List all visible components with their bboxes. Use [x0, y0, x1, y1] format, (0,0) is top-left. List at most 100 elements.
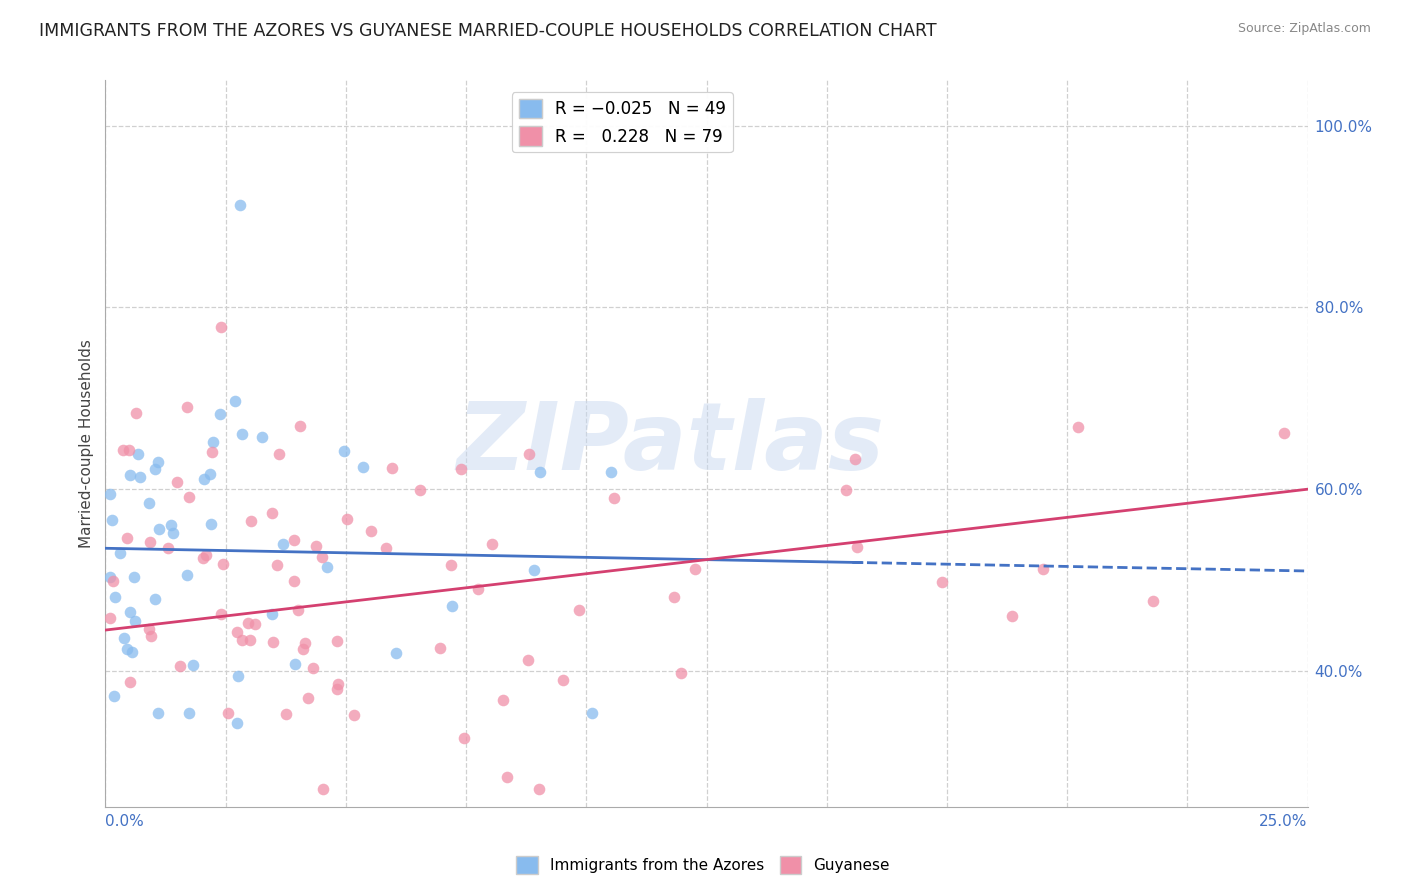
Point [603, 491, 626, 505]
Point [599, 466, 621, 480]
Point [179, 706, 201, 720]
Point [271, 537, 294, 551]
Point [141, 628, 163, 642]
Point [138, 622, 160, 636]
Point [496, 770, 519, 784]
Point [127, 447, 149, 461]
Point [226, 715, 249, 730]
Point [336, 512, 359, 526]
Point [845, 541, 868, 555]
Point [100, 570, 122, 584]
Y-axis label: Married-couple Households: Married-couple Households [79, 339, 94, 549]
Point [440, 599, 463, 614]
Point [231, 632, 253, 647]
Point [226, 668, 249, 682]
Point [146, 706, 169, 721]
Point [208, 407, 231, 421]
Point [381, 460, 404, 475]
Point [156, 541, 179, 555]
Point [269, 447, 291, 461]
Legend: R = −0.025   N = 49, R =   0.228   N = 79: R = −0.025 N = 49, R = 0.228 N = 79 [512, 92, 733, 153]
Point [287, 603, 309, 617]
Point [294, 636, 316, 650]
Point [236, 615, 259, 630]
Point [326, 633, 349, 648]
Point [429, 640, 451, 655]
Point [384, 646, 406, 660]
Point [517, 447, 540, 461]
Point [124, 614, 146, 628]
Point [266, 558, 288, 572]
Point [844, 451, 866, 466]
Point [181, 658, 204, 673]
Point [467, 582, 489, 597]
Point [195, 548, 218, 562]
Point [201, 445, 224, 459]
Point [115, 642, 138, 657]
Point [103, 689, 125, 703]
Point [260, 607, 283, 621]
Point [1067, 419, 1090, 434]
Point [118, 442, 141, 457]
Point [111, 443, 134, 458]
Point [312, 782, 335, 797]
Point [118, 467, 141, 482]
Point [375, 541, 398, 555]
Point [146, 454, 169, 468]
Point [209, 607, 232, 621]
Point [260, 506, 283, 520]
Point [160, 518, 183, 533]
Legend: Immigrants from the Azores, Guyanese: Immigrants from the Azores, Guyanese [510, 850, 896, 880]
Point [143, 591, 166, 606]
Point [112, 631, 135, 645]
Point [139, 535, 162, 549]
Point [98, 611, 121, 625]
Point [326, 681, 349, 696]
Point [229, 198, 252, 212]
Point [212, 557, 235, 571]
Point [138, 496, 160, 510]
Point [98, 487, 121, 501]
Point [200, 517, 222, 532]
Point [103, 574, 125, 588]
Point [352, 459, 374, 474]
Point [516, 653, 538, 667]
Point [120, 675, 142, 690]
Point [193, 472, 215, 486]
Point [110, 546, 132, 560]
Point [250, 430, 273, 444]
Point [239, 633, 262, 648]
Point [440, 558, 463, 572]
Point [1001, 608, 1024, 623]
Point [283, 533, 305, 548]
Point [262, 634, 284, 648]
Point [128, 469, 150, 483]
Text: Source: ZipAtlas.com: Source: ZipAtlas.com [1237, 22, 1371, 36]
Point [125, 406, 148, 420]
Point [409, 483, 432, 497]
Point [288, 418, 311, 433]
Point [284, 657, 307, 672]
Point [326, 677, 349, 691]
Point [316, 560, 339, 574]
Point [333, 443, 356, 458]
Point [529, 465, 551, 479]
Point [283, 574, 305, 588]
Point [683, 562, 706, 576]
Point [305, 539, 328, 553]
Point [1142, 594, 1164, 608]
Point [291, 642, 314, 657]
Point [835, 483, 858, 497]
Point [529, 782, 551, 797]
Text: 25.0%: 25.0% [1260, 814, 1308, 829]
Point [226, 625, 249, 640]
Point [143, 461, 166, 475]
Point [245, 617, 267, 632]
Point [481, 537, 503, 551]
Point [581, 706, 603, 720]
Point [1272, 426, 1295, 441]
Point [311, 550, 333, 565]
Text: 0.0%: 0.0% [105, 814, 145, 829]
Point [217, 706, 239, 721]
Point [231, 427, 253, 442]
